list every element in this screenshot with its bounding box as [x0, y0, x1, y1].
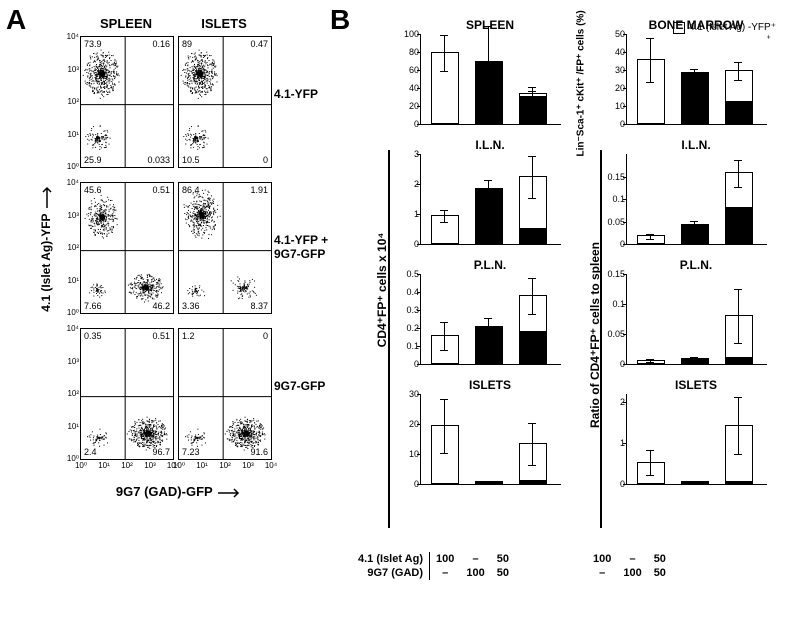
bar-plot: 01020304050 — [626, 34, 767, 125]
flow-panel: 1.2 0 7.23 91.610⁰10¹10²10³10⁴ — [178, 328, 272, 460]
panel-a: SPLEEN ISLETS 4.1 (Islet Ag)-YFP 9G7 (GA… — [32, 10, 322, 530]
col-header-islets: ISLETS — [178, 16, 270, 31]
left-group-line — [388, 150, 390, 528]
bar-plot: 00.050.10.15 — [626, 274, 767, 365]
flow-y-axis: 4.1 (Islet Ag)-YFP — [39, 157, 53, 337]
flow-panel: 89 0.47 10.5 0 — [178, 36, 272, 168]
flow-panel: 73.9 0.16 25.9 0.03310⁰10¹10²10³10⁴ — [80, 36, 174, 168]
bar-plot: 00.050.10.15 — [626, 154, 767, 245]
panel-b: 4.1 (Islet Ag) -YFP⁺ 9G7 (GAD) -GFP⁺ CD4… — [360, 8, 780, 568]
col-header-spleen: SPLEEN — [80, 16, 172, 31]
flow-row-label: 4.1-YFP + 9G7-GFP — [274, 233, 354, 261]
flow-row-label: 4.1-YFP — [274, 87, 354, 101]
bar-title: BONE MARROW — [626, 18, 766, 32]
bar-plot: 0123 — [420, 154, 561, 245]
flow-panel: 0.35 0.51 2.4 96.710⁰10¹10²10³10⁴10⁰10¹1… — [80, 328, 174, 460]
bar-plot: 00.10.20.30.40.5 — [420, 274, 561, 365]
dose-table: 4.1 (Islet Ag) 100–50 100–50 9G7 (GAD) –… — [352, 552, 672, 580]
bar-title: I.L.N. — [626, 138, 766, 152]
bar-plot: 012 — [626, 394, 767, 485]
panel-a-label: A — [6, 4, 26, 36]
right-group-line — [600, 150, 602, 528]
bar-title: P.L.N. — [420, 258, 560, 272]
bar-plot: 0102030 — [420, 394, 561, 485]
bar-title: P.L.N. — [626, 258, 766, 272]
right-top-ylabel: Lin⁻Sca-1⁺ cKit⁺ /FP⁺ cells (%) — [576, 47, 587, 157]
flow-panel: 45.6 0.51 7.66 46.210⁰10¹10²10³10⁴ — [80, 182, 174, 314]
flow-panel: 86.4 1.91 3.36 8.37 — [178, 182, 272, 314]
bar-title: ISLETS — [626, 378, 766, 392]
flow-x-axis: 9G7 (GAD)-GFP — [80, 484, 280, 499]
bar-title: I.L.N. — [420, 138, 560, 152]
bar-title: ISLETS — [420, 378, 560, 392]
bar-plot: 020406080100 — [420, 34, 561, 125]
flow-row-label: 9G7-GFP — [274, 379, 354, 393]
panel-b-label: B — [330, 4, 350, 36]
left-col-ylabel: CD4⁺FP⁺ cells x 10⁴ — [375, 210, 389, 370]
